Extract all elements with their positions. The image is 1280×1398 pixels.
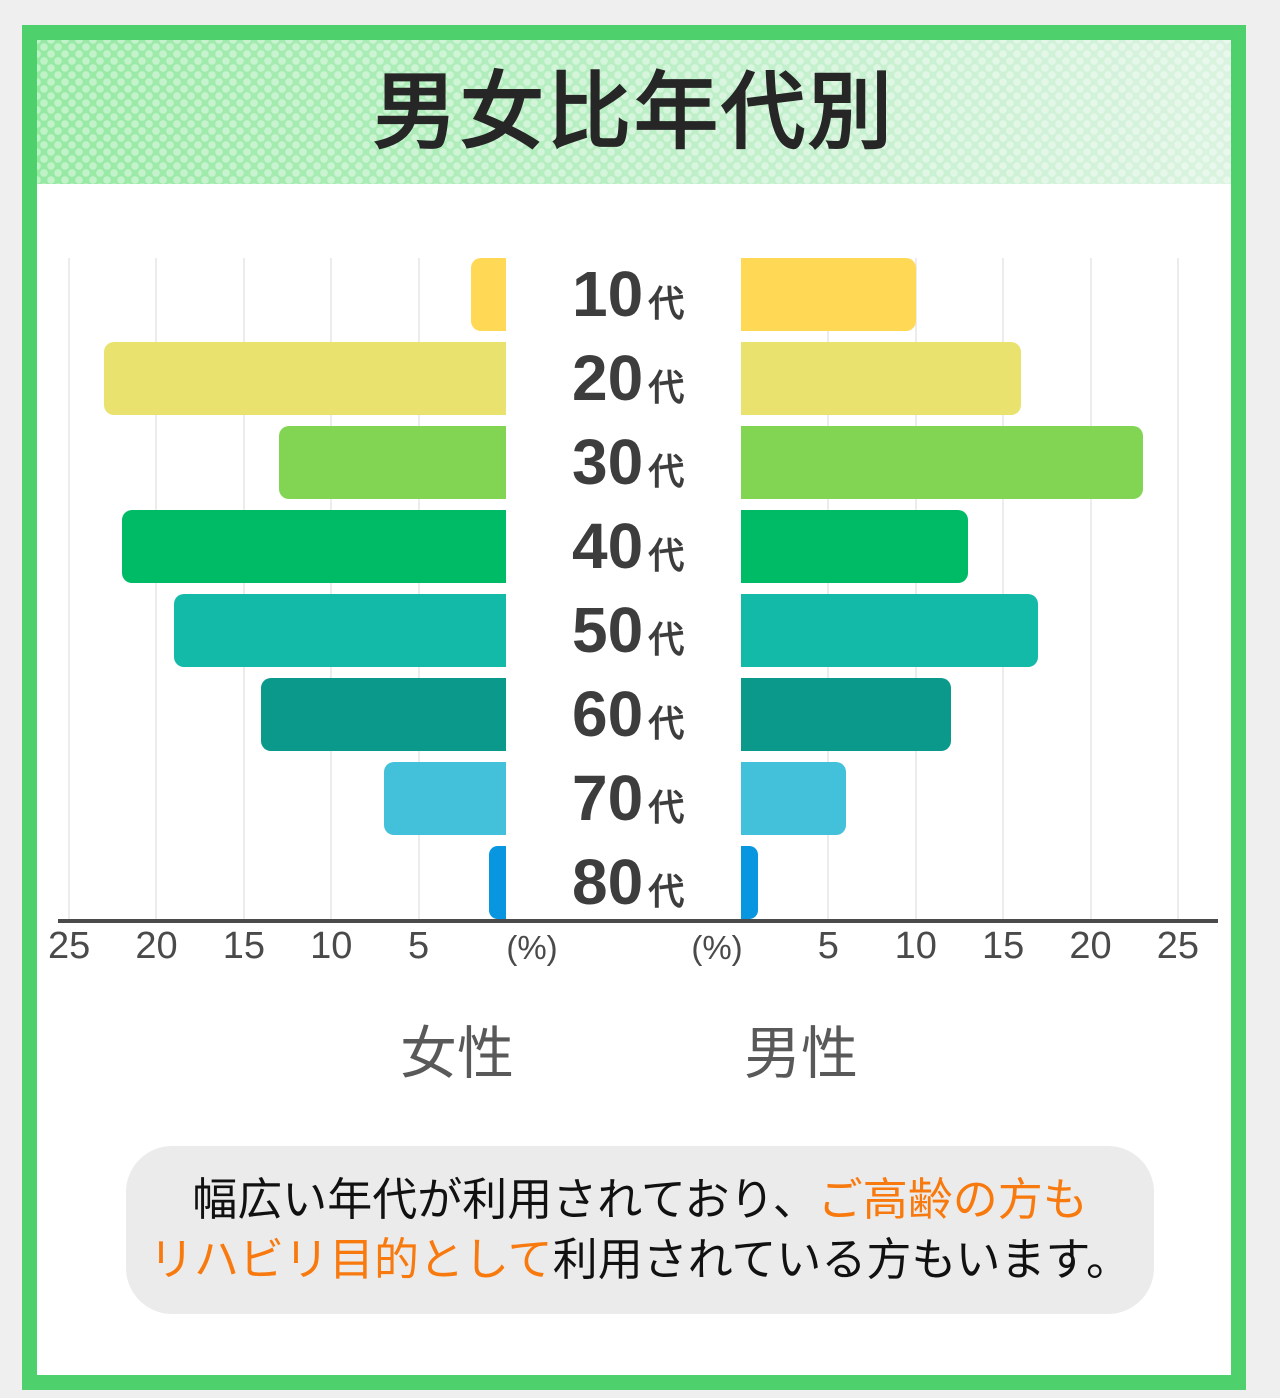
bar-male-20代: [741, 342, 1021, 415]
tick-label-right-5: 5: [817, 925, 839, 967]
gridline-left-10: [330, 258, 333, 919]
note-accent-text: ご高齢の方も: [817, 1174, 1088, 1225]
tick-label-right-20: 20: [1069, 925, 1112, 967]
age-label-40代: 40 代: [572, 510, 684, 583]
x-axis-line: [58, 919, 1218, 923]
age-label-suffix: 代: [648, 535, 685, 576]
bar-male-50代: [741, 594, 1039, 667]
age-label-60代: 60 代: [572, 678, 684, 751]
age-label-number: 10: [572, 258, 644, 330]
bar-male-10代: [741, 258, 916, 331]
bar-male-70代: [741, 762, 846, 835]
note-text: 利用されている方もいます。: [552, 1234, 1131, 1285]
note-accent-text: リハビリ目的として: [149, 1234, 553, 1285]
gridline-left-25: [68, 258, 71, 919]
tick-label-right-15: 15: [981, 925, 1025, 967]
note-text: 幅広い年代が利用されており、: [192, 1174, 818, 1225]
gridline-right-10: [914, 258, 917, 919]
age-label-number: 80: [572, 846, 644, 918]
tick-label-right-10: 10: [894, 925, 937, 967]
note-line-2: リハビリ目的として利用されている方もいます。: [149, 1230, 1131, 1290]
page-title: 男女比年代別: [372, 65, 895, 159]
gridline-right-20: [1089, 258, 1092, 919]
bar-female-70代: [383, 762, 506, 835]
age-label-suffix: 代: [648, 367, 685, 408]
age-label-70代: 70 代: [572, 762, 684, 835]
age-label-10代: 10 代: [572, 258, 684, 331]
gridline-left-15: [242, 258, 245, 919]
bar-male-30代: [741, 426, 1143, 499]
age-label-30代: 30 代: [572, 426, 684, 499]
bar-female-50代: [173, 594, 506, 667]
legend-male: 男性: [744, 1022, 858, 1086]
age-label-number: 70: [572, 762, 644, 834]
age-label-number: 40: [572, 510, 644, 582]
percent-unit-label-left: (%): [506, 929, 558, 966]
tick-label-left-25: 25: [47, 925, 91, 967]
bar-male-80代: [741, 846, 759, 919]
gridline-left-20: [155, 258, 158, 919]
age-label-suffix: 代: [648, 871, 685, 912]
age-label-number: 20: [572, 342, 644, 414]
gridline-left-5: [417, 258, 420, 919]
bar-male-60代: [741, 678, 951, 751]
age-label-number: 50: [572, 594, 644, 666]
bar-female-40代: [121, 510, 506, 583]
age-label-suffix: 代: [648, 451, 685, 492]
percent-unit-label-right: (%): [691, 929, 743, 966]
legend-female: 女性: [400, 1022, 514, 1086]
header-banner: 男女比年代別: [37, 40, 1231, 184]
bar-female-80代: [488, 846, 506, 919]
age-label-number: 60: [572, 678, 644, 750]
gridline-right-15: [1002, 258, 1005, 919]
tick-label-left-10: 10: [310, 925, 353, 967]
age-label-suffix: 代: [648, 283, 685, 324]
bar-female-20代: [104, 342, 506, 415]
gridline-right-5: [827, 258, 830, 919]
age-label-suffix: 代: [648, 703, 685, 744]
bar-female-30代: [278, 426, 506, 499]
tick-label-left-20: 20: [135, 925, 178, 967]
age-label-80代: 80 代: [572, 846, 684, 919]
age-label-number: 30: [572, 426, 644, 498]
age-label-50代: 50 代: [572, 594, 684, 667]
tick-label-left-5: 5: [408, 925, 430, 967]
tick-label-right-25: 25: [1156, 925, 1200, 967]
age-label-20代: 20 代: [572, 342, 684, 415]
bar-female-60代: [261, 678, 506, 751]
age-label-suffix: 代: [648, 619, 685, 660]
bar-female-10代: [471, 258, 506, 331]
note-line-1: 幅広い年代が利用されており、ご高齢の方も: [192, 1170, 1088, 1230]
tick-label-left-15: 15: [222, 925, 265, 967]
bar-male-40代: [741, 510, 969, 583]
gridline-right-25: [1176, 258, 1179, 919]
age-label-suffix: 代: [648, 787, 685, 828]
note-box: 幅広い年代が利用されており、ご高齢の方も リハビリ目的として利用されている方もい…: [126, 1146, 1154, 1314]
